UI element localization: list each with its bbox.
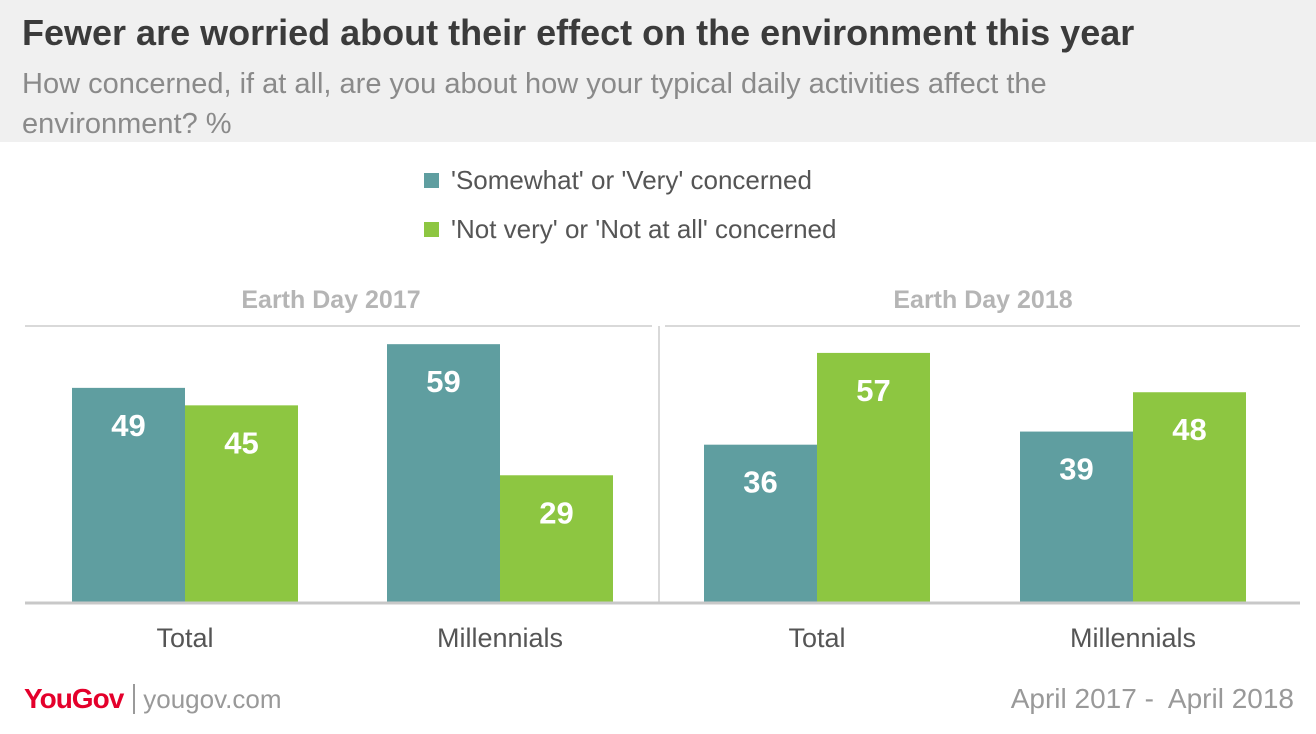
legend-swatch-not-concerned — [424, 222, 439, 237]
bar — [387, 344, 500, 602]
legend-swatch-concerned — [424, 173, 439, 188]
footer-brand: YouGov yougov.com — [24, 683, 282, 715]
bar-chart: Earth Day 2017 Earth Day 2018 49 45 Total 59 2… — [25, 286, 1300, 653]
data-label: 39 — [1059, 452, 1093, 487]
category-label: Millennials — [437, 623, 563, 653]
site-link[interactable]: yougov.com — [143, 683, 282, 714]
group-title: Earth Day 2017 — [241, 286, 420, 314]
bar — [185, 405, 298, 602]
chart-title: Fewer are worried about their effect on … — [22, 12, 1135, 53]
data-label: 45 — [224, 425, 258, 460]
header-band: Fewer are worried about their effect on … — [0, 0, 1316, 142]
bar — [1020, 431, 1133, 602]
legend-item-not-concerned: 'Not very' or 'Not at all' concerned — [424, 214, 836, 245]
bar — [500, 475, 613, 602]
legend-label-not-concerned: 'Not very' or 'Not at all' concerned — [451, 214, 837, 244]
category-label: Total — [788, 623, 845, 653]
chart-subtitle: How concerned, if at all, are you about … — [22, 68, 1047, 140]
data-label: 59 — [426, 364, 460, 399]
legend-label-concerned: 'Somewhat' or 'Very' concerned — [451, 165, 812, 195]
brand-divider — [133, 684, 136, 714]
bar — [72, 387, 185, 602]
bar — [704, 444, 817, 602]
bar — [817, 352, 930, 602]
data-label: 48 — [1172, 412, 1206, 447]
data-label: 36 — [743, 465, 777, 500]
category-label: Millennials — [1070, 623, 1196, 653]
bar — [1133, 392, 1246, 602]
group-title: Earth Day 2018 — [893, 286, 1072, 314]
data-label: 49 — [111, 408, 145, 443]
yougov-logo: YouGov — [24, 683, 124, 714]
category-label: Total — [156, 623, 213, 653]
date-range: April 2017 - April 2018 — [1010, 683, 1294, 714]
legend-item-concerned: 'Somewhat' or 'Very' concerned — [424, 165, 812, 196]
data-label: 29 — [539, 495, 573, 530]
data-label: 57 — [856, 373, 890, 408]
